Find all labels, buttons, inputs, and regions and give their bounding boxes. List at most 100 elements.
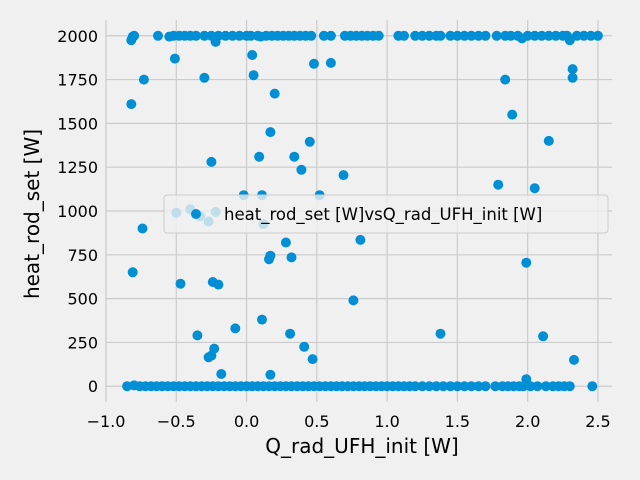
- data-point: [234, 30, 245, 41]
- y-tick-labels: 0 250 500 750 1000 1250 1500 1750 2000: [57, 27, 98, 396]
- data-point: [417, 30, 428, 41]
- data-point: [213, 279, 224, 290]
- data-point: [129, 30, 140, 41]
- data-point: [578, 30, 589, 41]
- data-point: [435, 328, 446, 339]
- data-point: [500, 74, 511, 85]
- x-tick-label: 2.5: [585, 412, 610, 431]
- x-tick-label: −1.0: [87, 412, 126, 431]
- x-tick-labels: −1.0 −0.5 0.0 0.5 1.0 1.5 2.0 2.5: [87, 412, 611, 431]
- data-point: [410, 381, 421, 392]
- data-point: [550, 30, 561, 41]
- data-point: [507, 109, 518, 120]
- data-point: [169, 53, 180, 64]
- data-point: [493, 179, 504, 190]
- data-point: [529, 30, 540, 41]
- data-point: [247, 50, 258, 60]
- legend-label: heat_rod_set [W]vsQ_rad_UFH_init [W]: [224, 205, 542, 225]
- data-point: [567, 72, 578, 83]
- data-point: [452, 381, 463, 392]
- data-point: [592, 30, 603, 41]
- data-point: [127, 267, 138, 278]
- data-point: [199, 72, 210, 83]
- data-point: [435, 30, 446, 41]
- data-point: [567, 64, 578, 75]
- data-point: [265, 369, 276, 380]
- data-point: [473, 30, 484, 41]
- data-point: [309, 58, 319, 69]
- data-point: [307, 354, 318, 365]
- data-point: [417, 381, 428, 392]
- data-point: [265, 127, 276, 138]
- data-point: [373, 30, 384, 41]
- y-tick-label: 1000: [57, 202, 98, 221]
- y-tick-label: 1250: [57, 158, 98, 177]
- data-point: [473, 381, 484, 392]
- data-point: [480, 30, 491, 41]
- data-point: [521, 257, 532, 268]
- data-point: [525, 381, 536, 392]
- data-point: [126, 99, 137, 110]
- data-point: [410, 30, 421, 41]
- legend: heat_rod_set [W]vsQ_rad_UFH_init [W]: [163, 194, 609, 234]
- data-point: [153, 30, 163, 41]
- data-point: [175, 278, 186, 289]
- data-point: [505, 30, 516, 41]
- data-point: [431, 381, 442, 392]
- data-point: [424, 381, 435, 392]
- y-tick-label: 500: [67, 290, 98, 309]
- legend-marker: [191, 209, 201, 219]
- data-point: [220, 30, 231, 41]
- data-point: [304, 136, 315, 147]
- data-point: [424, 30, 435, 41]
- data-point: [466, 381, 477, 392]
- data-point: [491, 30, 502, 41]
- x-tick-label: 0.5: [304, 412, 329, 431]
- data-point: [564, 381, 575, 392]
- data-point: [571, 30, 582, 41]
- data-point: [459, 381, 470, 392]
- data-point: [543, 30, 554, 41]
- data-point: [587, 381, 598, 392]
- data-point: [254, 151, 265, 162]
- x-tick-label: 2.0: [515, 412, 540, 431]
- data-point: [257, 314, 267, 325]
- data-point: [585, 30, 596, 41]
- data-point: [445, 381, 456, 392]
- y-tick-label: 2000: [57, 27, 98, 46]
- data-point: [452, 30, 463, 41]
- data-point: [216, 369, 227, 379]
- data-point: [399, 30, 409, 41]
- data-point: [192, 330, 203, 341]
- data-point: [245, 30, 256, 41]
- data-point: [285, 328, 296, 339]
- legend-box: [163, 194, 609, 234]
- data-point: [213, 30, 224, 41]
- data-point: [227, 30, 238, 41]
- y-tick-label: 250: [67, 333, 98, 352]
- x-axis-label: Q_rad_UFH_init [W]: [265, 434, 458, 458]
- data-point: [569, 354, 579, 365]
- data-point: [540, 381, 551, 392]
- data-point: [199, 30, 210, 41]
- x-tick-label: −0.5: [157, 412, 196, 431]
- y-tick-label: 750: [67, 246, 98, 265]
- data-point: [529, 183, 540, 194]
- data-point: [466, 30, 477, 41]
- data-point: [355, 234, 366, 245]
- x-tick-label: 1.0: [374, 412, 399, 431]
- data-point: [206, 156, 217, 167]
- data-point: [289, 151, 300, 162]
- data-point: [191, 30, 201, 41]
- data-point: [459, 30, 470, 41]
- data-point: [137, 223, 148, 234]
- data-point: [445, 30, 456, 41]
- data-point: [490, 381, 501, 392]
- data-point: [230, 323, 241, 334]
- y-tick-label: 1750: [57, 71, 98, 90]
- data-point: [265, 250, 276, 261]
- y-tick-label: 0: [88, 377, 98, 396]
- data-point: [348, 295, 359, 306]
- y-tick-label: 1500: [57, 114, 98, 133]
